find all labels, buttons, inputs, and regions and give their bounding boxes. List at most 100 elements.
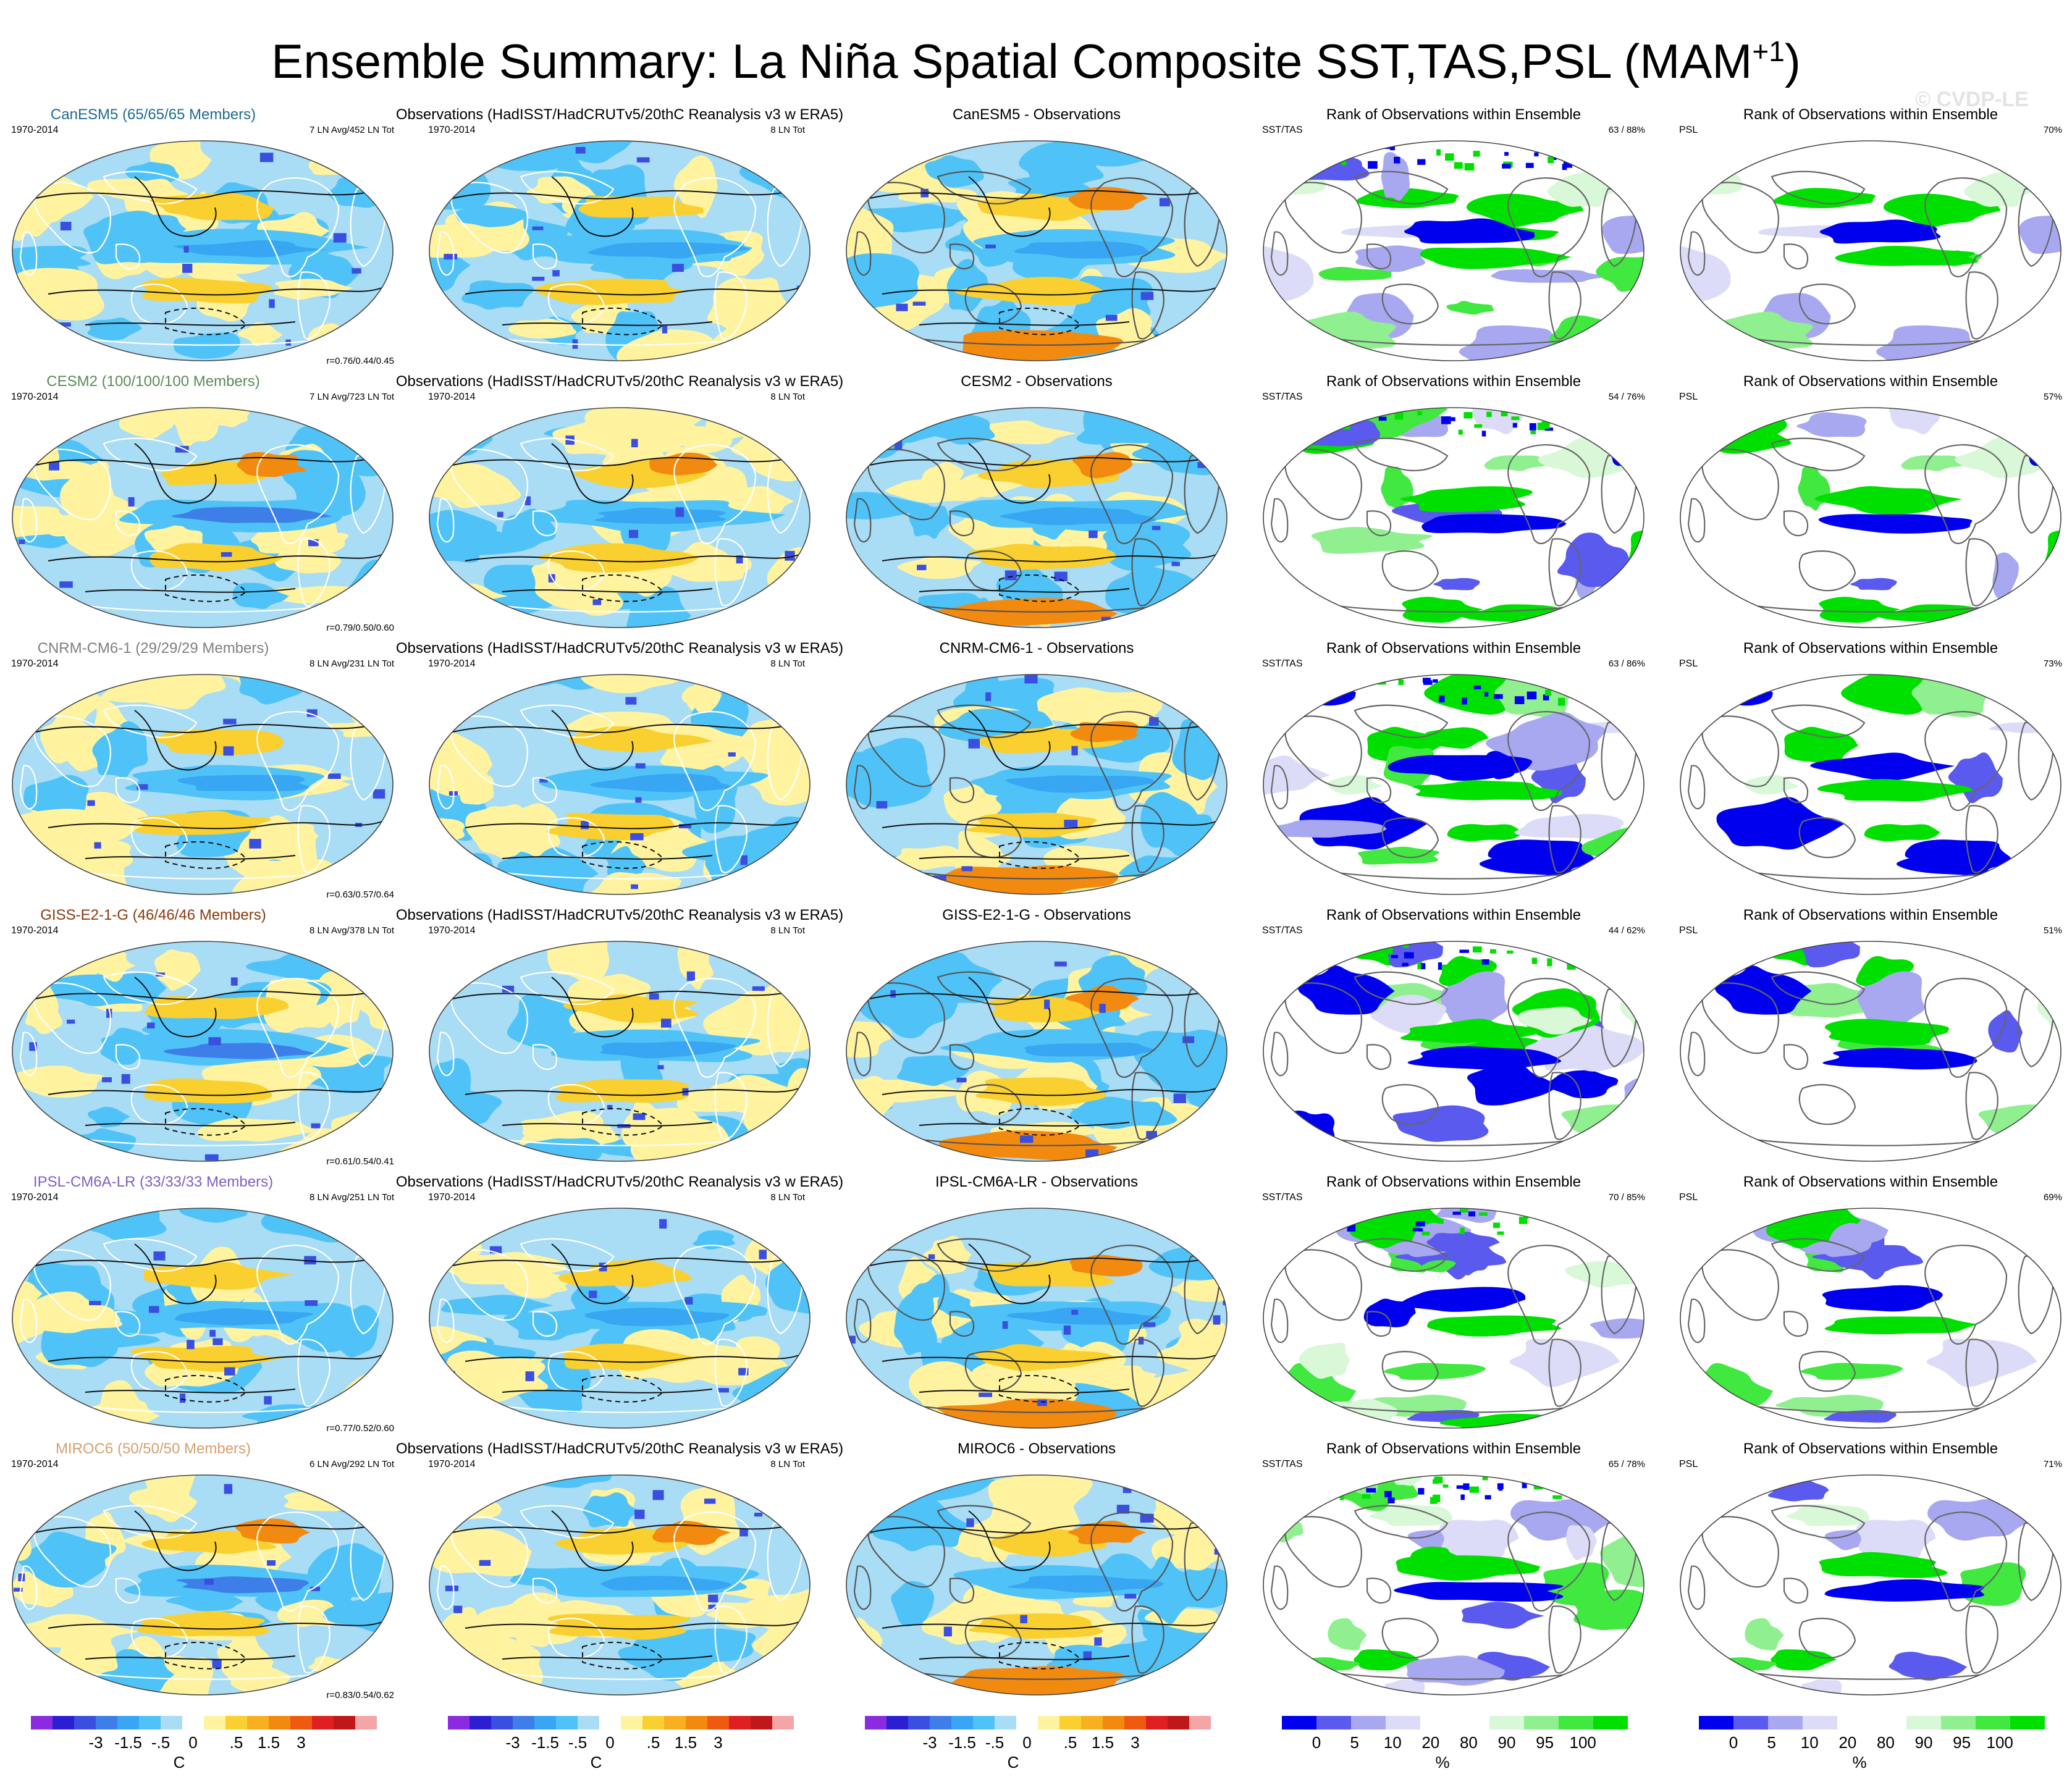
above-rank-region	[1402, 597, 1484, 623]
coastline-1	[1354, 437, 1449, 471]
panel-title: CESM2 - Observations	[961, 373, 1113, 390]
sea-ice-pixel	[1588, 951, 1598, 960]
coastline-5	[714, 271, 748, 340]
below-rank-region	[1281, 679, 1356, 706]
map-frame	[846, 1474, 1228, 1696]
field-pixel	[373, 789, 385, 799]
sea-ice-pixel	[1590, 941, 1599, 946]
field-pixel	[649, 993, 659, 1000]
field-pixel	[13, 1587, 23, 1592]
colorbar-swatch	[513, 1716, 534, 1729]
below-rank-region	[1491, 269, 1617, 283]
colorbar-tick: 90	[1915, 1733, 1933, 1752]
equatorial-rank-region	[1420, 247, 1572, 269]
field-pixel	[759, 1250, 767, 1259]
sea-ice-pixel	[1606, 1492, 1616, 1500]
southern-warm	[936, 865, 1119, 894]
colorbar-tick: 5	[1350, 1733, 1358, 1752]
sea-ice-pixel	[1544, 427, 1554, 431]
colorbar-rank-psl: 0 5 10 20 80 90 95 100%	[1693, 1716, 2051, 1771]
coastline-0	[33, 182, 111, 254]
map-field	[12, 941, 393, 1161]
contour-1	[465, 1621, 799, 1630]
field-pixel	[631, 439, 638, 448]
panel-diff-3: CNRM-CM6-1 - Observations	[845, 640, 1228, 901]
coastline-3	[1381, 1618, 1439, 1659]
above-rank-region	[1988, 1423, 2049, 1428]
field-pixel	[486, 356, 495, 361]
field-pixel	[121, 1074, 130, 1084]
sea-ice-pixel	[1518, 1216, 1528, 1224]
above-rank-region	[1466, 193, 1584, 227]
colorbar-swatch	[707, 1716, 729, 1729]
southern-warm	[950, 1666, 1124, 1695]
map-container	[1262, 1207, 1645, 1429]
colorbar-swatch	[886, 1716, 908, 1729]
sea-ice-pixel	[1522, 142, 1527, 146]
coastline-5	[1965, 1605, 1998, 1674]
sea-ice-pixel	[1454, 681, 1462, 686]
field-pixel	[60, 222, 72, 231]
sea-ice-pixel	[1339, 681, 1344, 689]
coastline-7	[1270, 231, 1289, 276]
above-rank-region	[1566, 605, 1612, 628]
tropical-rank-region	[1399, 1287, 1526, 1312]
panel-title: MIROC6 (50/50/50 Members)	[55, 1440, 251, 1457]
coastline-8	[489, 1403, 750, 1413]
colorbar-label: C	[1008, 1753, 1019, 1771]
field-pixel	[50, 681, 59, 688]
panel-left-label: 1970-2014	[428, 125, 476, 135]
panel-left-label: 1970-2014	[428, 1192, 476, 1203]
coastline-3	[1381, 1351, 1439, 1392]
tropical-rank-region	[1822, 1285, 1943, 1312]
map-frame	[429, 407, 811, 628]
sea-ice-pixel	[1644, 1484, 1645, 1490]
coastline-3	[1381, 817, 1439, 859]
coastline-2	[1783, 510, 1809, 537]
panel-model-4: GISS-E2-1-G (46/46/46 Members) 1970-2014 8…	[11, 907, 394, 1167]
panel-title: Rank of Observations within Ensemble	[1743, 640, 1998, 657]
contour-dashed	[165, 841, 247, 869]
colorbar-swatch	[1316, 1716, 1351, 1729]
sea-ice-pixel	[1638, 145, 1644, 151]
colorbar-tick: -1.5	[948, 1733, 976, 1752]
warm-south	[975, 1077, 1106, 1106]
coastline-7	[436, 1032, 455, 1077]
warm-south	[537, 543, 699, 573]
map-frame	[12, 674, 394, 895]
panel-left-label: 1970-2014	[428, 658, 476, 669]
field-pixel	[802, 949, 809, 958]
field-pixel	[442, 1398, 455, 1403]
below-rank-region	[1714, 965, 1812, 1015]
field-pixel	[19, 539, 25, 544]
contour-3	[502, 1122, 713, 1127]
contour-dashed	[999, 307, 1081, 335]
contour-1	[465, 554, 799, 563]
colorbar-tick: 3	[297, 1733, 305, 1752]
sea-ice-pixel	[1434, 1476, 1443, 1484]
panel-diff-5: IPSL-CM6A-LR - Observations	[845, 1174, 1228, 1434]
field-pixel	[94, 842, 101, 849]
field-pixel	[1089, 530, 1098, 539]
sea-ice-pixel	[1522, 1481, 1527, 1489]
above-rank-region	[1883, 193, 2001, 227]
pattern-correlation: r=0.63/0.57/0.64	[326, 889, 394, 900]
coastline-5	[1131, 1339, 1164, 1407]
coastline-8	[72, 1670, 333, 1680]
contour-1	[48, 821, 382, 830]
contour-2	[968, 443, 1051, 504]
sea-ice-pixel	[1610, 409, 1614, 413]
coastline-0	[450, 182, 528, 254]
field-pixel	[1138, 1337, 1144, 1345]
coastline-2	[1783, 1578, 1809, 1604]
field-pixel	[589, 1290, 597, 1298]
field-pixel	[660, 1019, 672, 1028]
map-diff	[846, 674, 1228, 895]
above-rank-region	[1446, 301, 1494, 315]
sea-ice-pixel	[1287, 1488, 1296, 1497]
panel-right-label: 44 / 62%	[1608, 925, 1645, 936]
coastline-4	[256, 1511, 340, 1612]
sea-ice-pixel	[1531, 957, 1538, 964]
panel-right-label: 8 LN Avg/231 LN Tot	[309, 658, 394, 669]
coastline-1	[1771, 1505, 1866, 1539]
